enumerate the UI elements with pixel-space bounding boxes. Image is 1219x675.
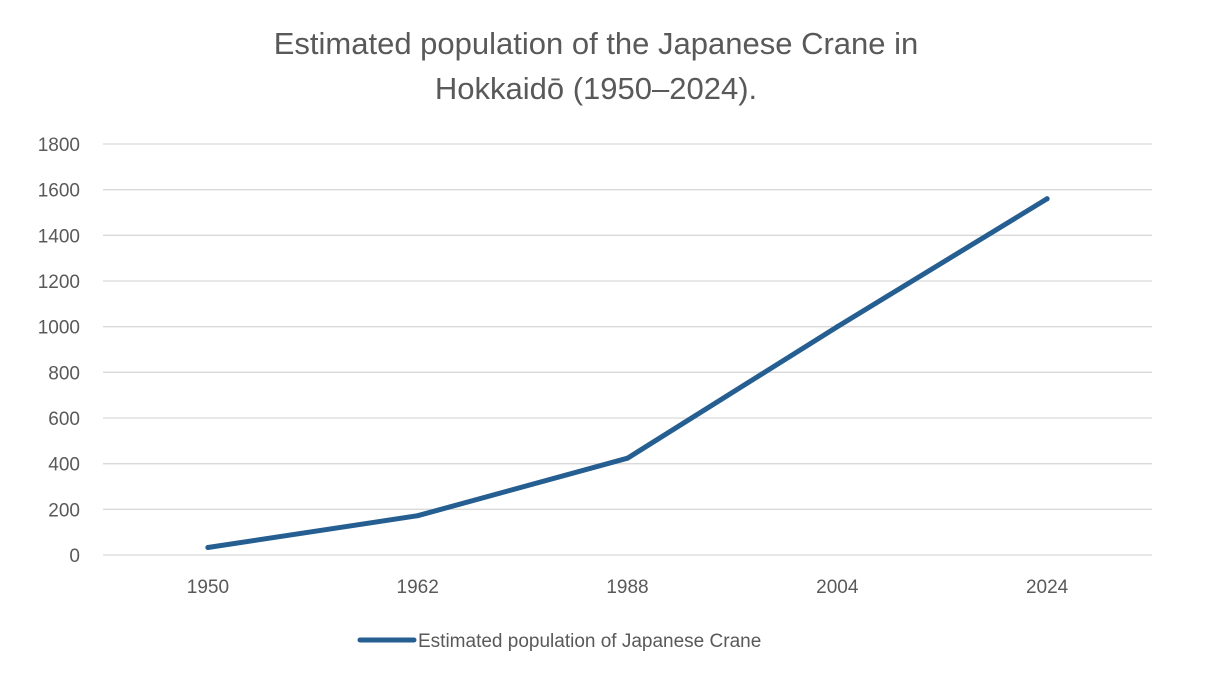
- series-layer: [205, 196, 1050, 550]
- data-point-1950: [205, 544, 211, 550]
- data-point-1962: [415, 513, 421, 519]
- y-tick-label-600: 600: [48, 409, 80, 430]
- series-line-0: [205, 196, 1050, 550]
- y-tick-label-200: 200: [48, 500, 80, 521]
- x-tick-label-1950: 1950: [187, 577, 229, 598]
- y-tick-label-1200: 1200: [38, 272, 80, 293]
- y-tick-label-1800: 1800: [38, 135, 80, 156]
- y-axis-tick-labels: 0 200 400 600 800 1000 1200 1400 1600 1800: [38, 135, 80, 567]
- x-axis-tick-labels: 1950 1962 1988 2004 2024: [187, 577, 1069, 598]
- y-tick-label-1400: 1400: [38, 226, 80, 247]
- chart-title-line-1: Estimated population of the Japanese Cra…: [274, 26, 919, 61]
- gridlines: [103, 143, 1152, 556]
- y-tick-label-400: 400: [48, 455, 80, 476]
- legend: Estimated population of Japanese Crane: [357, 631, 761, 652]
- legend-label: Estimated population of Japanese Crane: [418, 631, 761, 652]
- x-tick-label-2024: 2024: [1026, 577, 1069, 598]
- data-point-1988: [625, 455, 630, 461]
- chart-title-line-2: Hokkaidō (1950–2024).: [435, 71, 757, 106]
- y-tick-label-0: 0: [69, 546, 80, 567]
- y-tick-label-1600: 1600: [38, 181, 80, 202]
- y-tick-label-1000: 1000: [38, 318, 80, 339]
- x-tick-label-2004: 2004: [816, 577, 859, 598]
- data-point-2024: [1044, 196, 1050, 202]
- y-tick-label-800: 800: [48, 363, 80, 384]
- x-tick-label-1988: 1988: [606, 577, 648, 598]
- x-tick-label-1962: 1962: [397, 577, 439, 598]
- data-point-2004: [834, 324, 840, 330]
